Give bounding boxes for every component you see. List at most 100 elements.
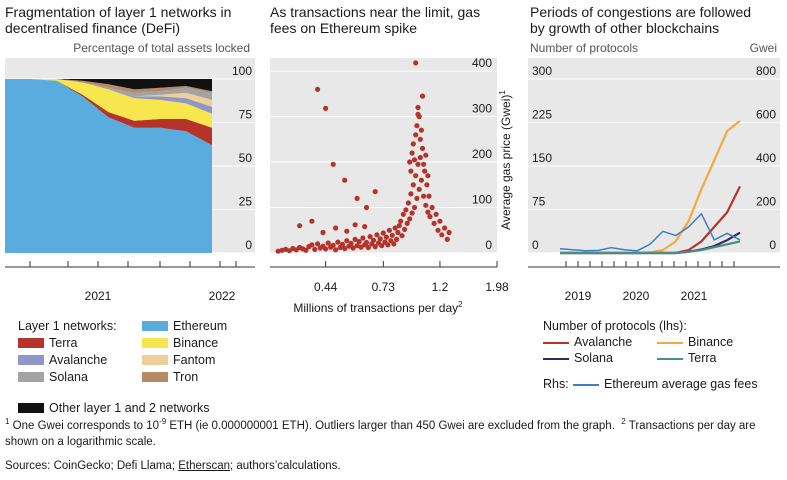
legend-swatch-tron <box>142 372 168 382</box>
scatter-point <box>444 236 450 242</box>
footnote: 1 One Gwei corresponds to 10-9 ETH (ie 0… <box>5 418 783 450</box>
area-tron <box>5 79 212 93</box>
right-panel-title: Periods of congestions are followed by g… <box>530 4 751 36</box>
left-axis-caption: Percentage of total assets locked <box>73 41 250 55</box>
scatter-point <box>372 189 378 195</box>
sources: Sources: CoinGecko; Defi Llama; Ethersca… <box>5 460 341 472</box>
scatter-point <box>342 245 348 252</box>
legend-label-other: Other layer 1 and 2 networks <box>49 401 210 415</box>
scatter-point <box>398 218 404 224</box>
right-plot-background <box>528 58 780 253</box>
scatter-point <box>409 150 415 156</box>
scatter-point <box>425 209 431 215</box>
right-right-tick-label: 600 <box>756 108 776 122</box>
left-x-tick-label: 2021 <box>85 289 112 303</box>
scatter-point <box>363 204 370 211</box>
right-left-tick-label: 0 <box>532 238 539 252</box>
scatter-point <box>407 216 413 222</box>
right-title-line-1: Periods of congestions are followed <box>530 4 752 20</box>
scatter-point <box>421 193 427 199</box>
scatter-point <box>400 211 406 217</box>
scatter-point <box>356 239 362 245</box>
legend-rhs-prefix: Rhs: <box>543 377 569 391</box>
scatter-point <box>372 244 378 250</box>
scatter-point <box>418 177 424 183</box>
legend-label-avalanche-protocols: Avalanche <box>574 335 633 349</box>
middle-y-tick-label: 0 <box>485 238 492 252</box>
scatter-point <box>410 141 416 147</box>
scatter-point <box>423 152 429 158</box>
left-panel-title: Fragmentation of layer 1 networks in dec… <box>5 4 231 36</box>
scatter-point <box>415 161 421 167</box>
scatter-point <box>442 225 448 231</box>
scatter-point <box>404 220 410 226</box>
middle-y-label: Average gas price (Gwei)1 <box>498 90 513 230</box>
scatter-point <box>323 246 329 252</box>
scatter-point <box>315 86 321 92</box>
scatter-point <box>433 211 439 217</box>
scatter-point <box>333 225 339 231</box>
right-title-line-2: by growth of other blockchains <box>530 20 720 36</box>
legend-label-avalanche: Avalanche <box>49 353 108 367</box>
area-solana <box>5 79 212 100</box>
left-y-tick-label: 100 <box>232 64 252 78</box>
right-left-tick-label: 150 <box>532 151 552 165</box>
scatter-point <box>418 127 424 133</box>
legend-swatch-terra <box>18 338 44 348</box>
scatter-point <box>358 244 364 250</box>
left-y-tick-label: 75 <box>239 108 253 122</box>
middle-x-tick-label: 1.2 <box>432 280 449 294</box>
scatter-point <box>399 233 405 239</box>
scatter-point <box>394 236 400 242</box>
footnote-text-1b: ETH (ie 0.000000001 ETH). Outliers large… <box>166 420 615 432</box>
legend-line-terra <box>657 358 683 360</box>
scatter-point <box>309 242 315 248</box>
right-legend: Number of protocols (lhs): Avalanche Bin… <box>543 318 783 398</box>
scatter-point <box>363 239 370 246</box>
scatter-point <box>386 227 392 233</box>
legend-line-ethereum-gas <box>573 384 599 386</box>
scatter-point <box>344 238 350 244</box>
legend-label-ethereum-gas: Ethereum average gas fees <box>604 377 758 391</box>
legend-label-solana: Solana <box>49 370 88 384</box>
left-title-line-2: decentralised finance (DeFi) <box>5 20 181 36</box>
scatter-point <box>383 234 389 240</box>
legend-swatch-ethereum <box>142 321 168 331</box>
etherscan-link[interactable]: Etherscan <box>178 460 230 472</box>
scatter-point <box>413 132 419 138</box>
middle-x-label: Millions of transactions per day2 <box>293 300 463 315</box>
scatter-point <box>354 195 360 201</box>
left-legend: Layer 1 networks: Ethereum Terra Binance… <box>18 318 258 418</box>
scatter-point <box>403 207 409 213</box>
scatter-point <box>342 177 348 183</box>
scatter-point <box>348 240 354 246</box>
legend-line-binance <box>657 342 683 344</box>
scatter-point <box>354 243 360 249</box>
scatter-point <box>312 246 318 252</box>
scatter-point <box>416 186 422 192</box>
middle-y-label-footnote: 1 <box>498 90 507 95</box>
line-terra <box>560 240 741 255</box>
footnote-marker-2: 2 <box>621 417 626 427</box>
scatter-point <box>380 230 386 236</box>
scatter-point <box>339 241 346 247</box>
scatter-point <box>413 173 419 179</box>
left-y-tick-label: 25 <box>239 195 253 209</box>
scatter-point <box>360 235 366 241</box>
legend-label-terra-protocols: Terra <box>688 351 717 365</box>
scatter-point <box>344 228 350 234</box>
middle-x-tick-label: 0.73 <box>372 280 396 294</box>
scatter-point <box>309 218 315 224</box>
right-left-tick-label: 225 <box>532 108 552 122</box>
scatter-point <box>396 223 402 229</box>
legend-label-terra: Terra <box>49 336 78 350</box>
right-left-tick-label: 300 <box>532 64 552 78</box>
scatter-point <box>389 232 395 238</box>
legend-swatch-fantom <box>142 355 168 365</box>
middle-plot-background <box>270 58 497 253</box>
scatter-point <box>423 202 429 208</box>
legend-swatch-avalanche <box>18 355 44 365</box>
sources-prefix: Sources: CoinGecko; Defi Llama; <box>5 460 179 472</box>
middle-x-tick-label: 1.98 <box>485 280 509 294</box>
scatter-point <box>374 232 380 238</box>
